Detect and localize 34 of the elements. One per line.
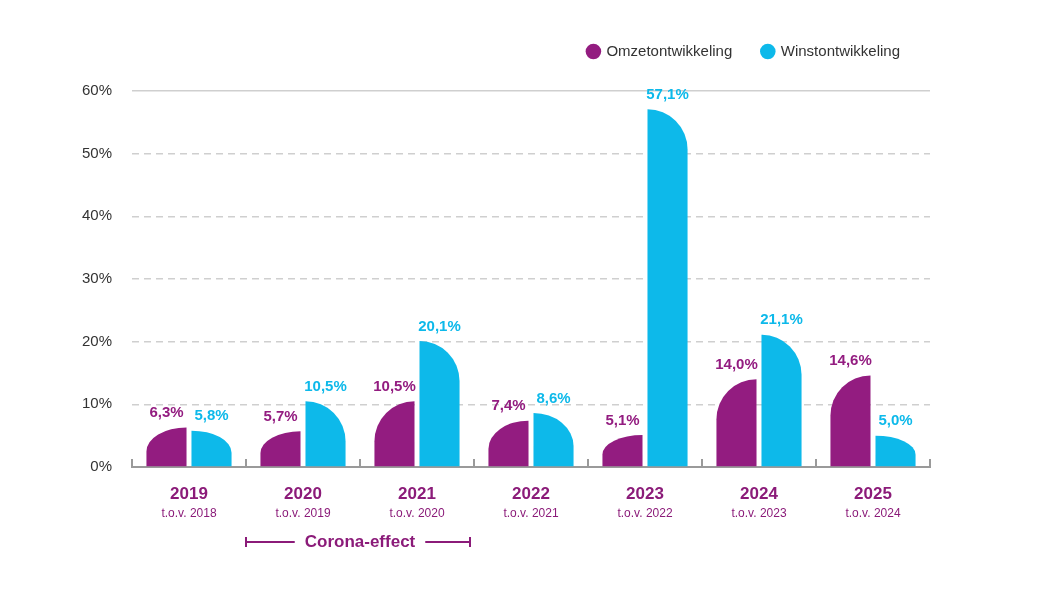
- x-tick-label: 2024 t.o.v. 2023: [731, 483, 787, 521]
- data-label: 5,8%: [194, 406, 229, 424]
- data-label: 5,0%: [878, 411, 913, 429]
- data-label: 21,1%: [760, 310, 803, 328]
- data-label: 14,6%: [829, 351, 872, 369]
- x-tick-label: 2021 t.o.v. 2020: [389, 483, 445, 521]
- data-label: 6,3%: [149, 403, 184, 421]
- data-label: 8,6%: [536, 388, 571, 406]
- y-tick-label: 30%: [81, 269, 112, 287]
- data-label: 10,5%: [304, 376, 347, 394]
- data-label: 10,5%: [373, 376, 416, 394]
- y-tick-label: 60%: [81, 81, 112, 99]
- data-label: 5,1%: [605, 410, 640, 428]
- data-label: 14,0%: [715, 354, 758, 372]
- legend-label: Omzetontwikkeling: [606, 41, 733, 59]
- y-tick-label: 10%: [81, 394, 112, 412]
- data-label: 57,1%: [646, 84, 689, 102]
- legend-label: Winstontwikkeling: [780, 41, 901, 59]
- x-tick-label: 2020 t.o.v. 2019: [275, 483, 331, 521]
- data-label: 5,7%: [263, 406, 298, 424]
- y-tick-label: 50%: [81, 143, 112, 161]
- bar: [761, 334, 802, 467]
- x-tick-label: 2025 t.o.v. 2024: [845, 483, 901, 521]
- x-tick-label: 2022 t.o.v. 2021: [503, 483, 559, 521]
- text: Corona-effect: [304, 531, 416, 551]
- data-label: 7,4%: [491, 396, 526, 414]
- y-tick-label: 0%: [90, 457, 112, 475]
- y-tick-label: 40%: [81, 206, 112, 224]
- data-label: 20,1%: [418, 316, 461, 334]
- x-tick-label: 2019 t.o.v. 2018: [161, 483, 217, 521]
- y-tick-label: 20%: [81, 331, 112, 349]
- bar: [419, 341, 460, 467]
- x-tick-label: 2023 t.o.v. 2022: [617, 483, 673, 521]
- bar: [647, 109, 688, 467]
